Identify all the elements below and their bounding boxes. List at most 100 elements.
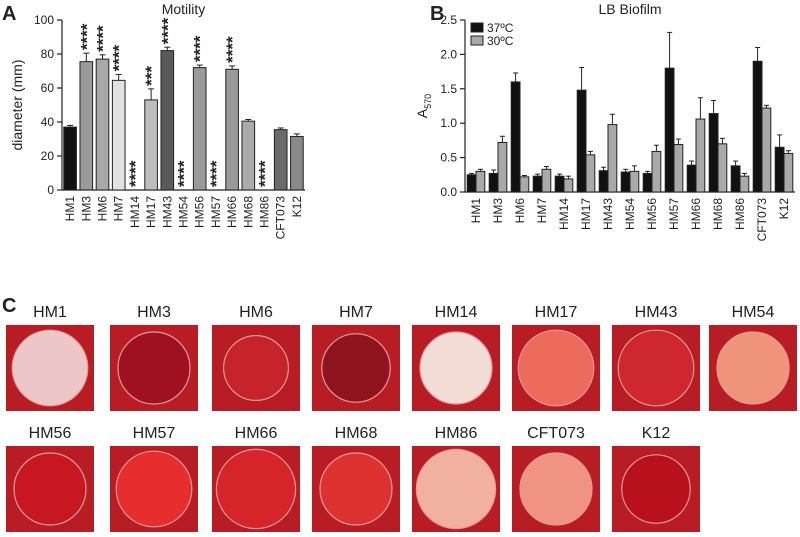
error-bar bbox=[521, 174, 527, 177]
error-bar bbox=[719, 137, 725, 144]
colony bbox=[115, 450, 193, 528]
error-bar bbox=[164, 46, 171, 51]
colony bbox=[517, 329, 595, 407]
colony bbox=[11, 329, 89, 407]
error-bar bbox=[67, 124, 74, 128]
bar bbox=[563, 178, 574, 193]
error-bar bbox=[653, 144, 659, 152]
x-tick-label: HM56 bbox=[645, 198, 659, 230]
x-tick-label: HM86 bbox=[258, 196, 272, 228]
x-tick-label: HM14 bbox=[128, 196, 142, 228]
x-tick-label: HM6 bbox=[513, 198, 527, 224]
error-bar bbox=[755, 47, 761, 62]
error-bar bbox=[565, 175, 571, 179]
chart-title: Motility bbox=[162, 1, 206, 17]
error-bar bbox=[623, 168, 629, 173]
x-tick-label: CFT073 bbox=[755, 198, 769, 242]
bar bbox=[519, 176, 530, 193]
bar bbox=[541, 168, 552, 193]
bar bbox=[585, 154, 596, 193]
bar bbox=[192, 67, 207, 191]
x-tick-label: K12 bbox=[777, 198, 791, 220]
error-bar bbox=[229, 65, 236, 70]
plate-label: HM57 bbox=[133, 425, 176, 442]
error-bar bbox=[741, 172, 747, 177]
colony bbox=[415, 448, 497, 530]
plate-label: HM1 bbox=[33, 304, 67, 321]
colony bbox=[319, 452, 393, 526]
bar bbox=[144, 99, 158, 191]
plate-label: HM6 bbox=[239, 304, 273, 321]
error-bar bbox=[469, 172, 475, 175]
error-bar bbox=[499, 135, 505, 143]
error-bar bbox=[491, 169, 497, 174]
colony bbox=[321, 333, 391, 403]
x-tick-label: HM68 bbox=[711, 198, 725, 230]
bar bbox=[642, 172, 653, 193]
bar bbox=[554, 175, 565, 193]
significance: **** bbox=[191, 35, 210, 62]
significance: **** bbox=[207, 160, 226, 187]
bar bbox=[79, 61, 94, 191]
error-bar bbox=[543, 166, 549, 170]
x-tick-label: HM1 bbox=[469, 198, 483, 224]
bar bbox=[651, 150, 662, 193]
bar bbox=[241, 120, 256, 191]
error-bar bbox=[99, 54, 106, 60]
x-tick-label: HM17 bbox=[579, 198, 593, 230]
y-tick-label: 0.5 bbox=[440, 151, 457, 165]
colony bbox=[519, 452, 593, 526]
plate-label: HM17 bbox=[535, 304, 578, 321]
bar bbox=[761, 107, 772, 193]
x-tick-label: HM7 bbox=[535, 198, 549, 224]
bar bbox=[475, 170, 486, 193]
x-tick-label: HM54 bbox=[177, 196, 191, 228]
bar bbox=[598, 170, 609, 193]
colony bbox=[215, 448, 297, 530]
bar bbox=[466, 174, 477, 193]
significance: *** bbox=[142, 66, 161, 86]
error-bar bbox=[697, 97, 703, 120]
bar bbox=[225, 68, 239, 191]
bar bbox=[783, 152, 794, 193]
plate-label: HM56 bbox=[29, 425, 72, 442]
significance: **** bbox=[77, 23, 96, 50]
colony bbox=[617, 329, 695, 407]
error-bar bbox=[631, 165, 637, 172]
bar bbox=[510, 81, 521, 193]
error-bar bbox=[667, 31, 673, 69]
error-bar bbox=[733, 160, 739, 166]
plate-label: HM7 bbox=[339, 304, 373, 321]
panel-label: B bbox=[430, 3, 444, 25]
y-tick-label: 40 bbox=[41, 115, 55, 129]
error-bar bbox=[711, 99, 717, 114]
plate-label: HM54 bbox=[732, 304, 775, 321]
bar bbox=[95, 58, 110, 191]
y-axis-label: diameter (mm) bbox=[9, 59, 25, 150]
x-tick-label: HM43 bbox=[601, 198, 615, 230]
panel-label: A bbox=[2, 3, 16, 25]
bar bbox=[620, 171, 631, 193]
error-bar bbox=[645, 170, 651, 174]
y-tick-label: 2.5 bbox=[440, 13, 457, 27]
bar bbox=[497, 141, 508, 193]
x-tick-label: HM57 bbox=[667, 198, 681, 230]
y-tick-label: 0.0 bbox=[440, 185, 457, 199]
bar bbox=[273, 129, 288, 191]
significance: **** bbox=[223, 36, 242, 63]
x-tick-label: K12 bbox=[290, 196, 304, 218]
bar bbox=[488, 172, 499, 193]
error-bar bbox=[587, 150, 593, 155]
x-tick-label: HM17 bbox=[144, 196, 158, 228]
error-bar bbox=[535, 173, 541, 177]
error-bar bbox=[609, 113, 615, 125]
error-bar bbox=[277, 127, 284, 130]
significance: **** bbox=[256, 160, 275, 187]
bar bbox=[686, 164, 697, 193]
x-tick-label: HM66 bbox=[225, 196, 239, 228]
bar bbox=[111, 79, 126, 191]
bar bbox=[730, 165, 741, 193]
colony bbox=[621, 454, 691, 524]
bar bbox=[576, 89, 587, 193]
